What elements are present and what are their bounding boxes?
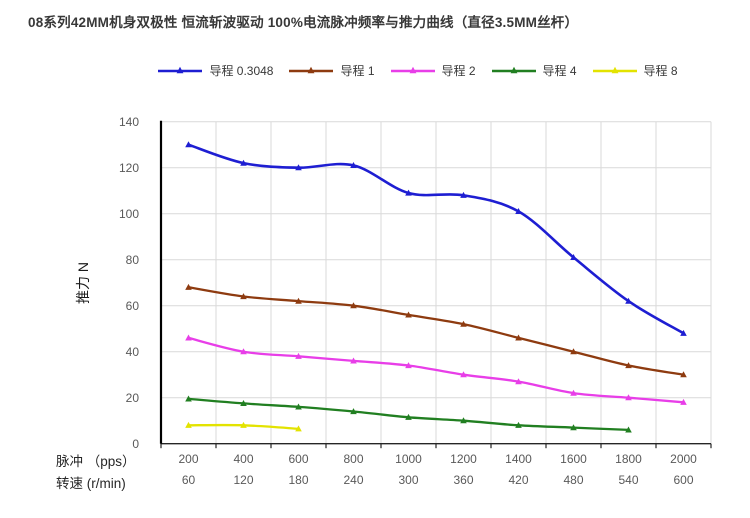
data-point-marker [570, 348, 577, 355]
x-tick-label: 240 [343, 473, 363, 487]
y-tick-label: 0 [132, 437, 139, 451]
x-tick-label: 800 [343, 452, 363, 466]
data-point-marker [295, 164, 302, 171]
x-axis-row-header: 脉冲 （pps） [56, 454, 136, 469]
x-tick-label: 1800 [615, 452, 642, 466]
legend-marker [592, 66, 637, 73]
y-tick-label: 80 [126, 253, 140, 267]
data-point-marker [515, 421, 522, 428]
x-tick-label: 360 [453, 473, 473, 487]
x-tick-label: 2000 [670, 452, 697, 466]
data-point-marker [240, 400, 247, 407]
legend-item-2: 导程 2 [390, 62, 476, 79]
chart-legend: 导程 0.3048 导程 1 导程 2 导程 4 导程 8 [0, 62, 750, 79]
data-point-marker [570, 254, 577, 260]
data-point-marker [460, 417, 467, 424]
y-tick-label: 60 [126, 299, 140, 313]
data-point-marker [240, 293, 247, 300]
data-point-marker [405, 189, 412, 196]
legend-label: 导程 4 [542, 64, 577, 78]
legend-item-4: 导程 8 [592, 62, 678, 79]
x-tick-label: 1400 [505, 452, 532, 466]
data-point-marker [185, 141, 192, 148]
x-tick-label: 60 [182, 473, 196, 487]
data-point-marker [185, 421, 192, 428]
x-tick-label: 480 [563, 473, 583, 487]
data-point-marker [570, 389, 577, 396]
data-point-marker [515, 208, 522, 214]
y-tick-label: 40 [126, 345, 140, 359]
data-point-marker [185, 283, 192, 290]
y-tick-label: 100 [119, 207, 139, 221]
data-point-marker [350, 302, 357, 309]
x-tick-label: 600 [288, 452, 308, 466]
data-point-marker [350, 408, 357, 415]
data-point-marker [240, 159, 247, 166]
legend-marker [390, 66, 435, 73]
data-point-marker [185, 334, 192, 341]
x-tick-label: 600 [673, 473, 693, 487]
legend-label: 导程 2 [441, 64, 476, 78]
data-point-marker [625, 426, 632, 433]
data-point-marker [295, 425, 302, 432]
x-tick-label: 1000 [395, 452, 422, 466]
data-point-marker [460, 320, 467, 327]
data-point-marker [405, 413, 412, 420]
data-point-marker [405, 311, 412, 318]
series-line-1 [187, 286, 685, 376]
data-point-marker [625, 362, 632, 369]
data-point-marker [240, 348, 247, 355]
x-tick-label: 300 [398, 473, 418, 487]
x-tick-label: 120 [233, 473, 253, 487]
legend-marker [158, 66, 203, 73]
data-point-marker [240, 421, 247, 428]
legend-label: 导程 8 [643, 64, 678, 78]
data-point-marker [460, 371, 467, 378]
data-point-marker [185, 395, 192, 402]
legend-item-3: 导程 4 [491, 62, 577, 79]
data-point-marker [570, 424, 577, 431]
data-point-marker [350, 357, 357, 364]
data-point-marker [680, 371, 687, 378]
data-point-marker [295, 297, 302, 304]
legend-marker [491, 66, 536, 73]
y-axis-title: 推力 N [75, 262, 91, 304]
legend-item-0: 导程 0.3048 [157, 62, 273, 79]
data-point-marker [515, 334, 522, 341]
x-tick-label: 420 [508, 473, 528, 487]
data-point-marker [350, 162, 357, 168]
data-point-marker [295, 403, 302, 410]
x-tick-label: 1200 [450, 452, 477, 466]
data-point-marker [680, 329, 687, 336]
x-tick-label: 1600 [560, 452, 587, 466]
y-tick-label: 140 [119, 115, 139, 129]
data-point-marker [295, 352, 302, 359]
legend-item-1: 导程 1 [288, 62, 375, 79]
data-point-marker [625, 394, 632, 401]
data-point-marker [625, 297, 632, 304]
legend-label: 导程 1 [340, 64, 375, 78]
series-line-2 [187, 336, 685, 404]
x-tick-label: 180 [288, 473, 308, 487]
legend-label: 导程 0.3048 [209, 64, 274, 78]
data-point-marker [680, 398, 687, 405]
legend-marker [289, 66, 334, 73]
x-tick-label: 200 [178, 452, 198, 466]
y-tick-label: 20 [126, 391, 140, 405]
data-point-marker [515, 378, 522, 385]
data-point-marker [405, 362, 412, 369]
chart-title: 08系列42MM机身双极性 恒流斩波驱动 100%电流脉冲频率与推力曲线（直径3… [28, 15, 579, 30]
x-tick-label: 540 [618, 473, 638, 487]
y-tick-label: 120 [119, 161, 139, 175]
data-point-marker [460, 191, 467, 198]
series-line-0 [187, 143, 685, 335]
x-axis-row-header: 转速 (r/min) [56, 476, 126, 491]
x-tick-label: 400 [233, 452, 253, 466]
